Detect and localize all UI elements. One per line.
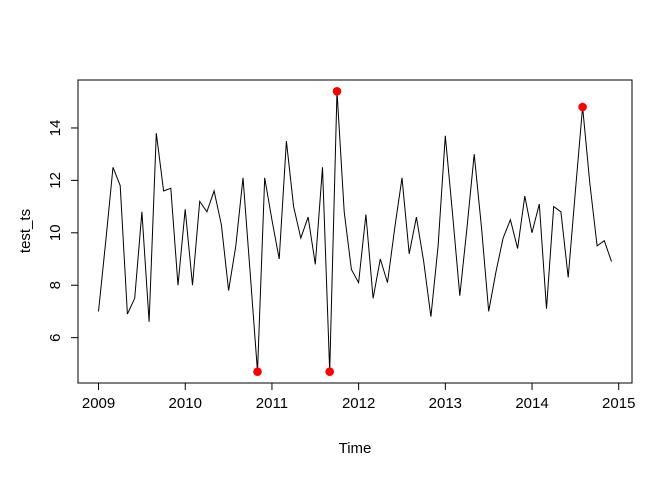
- y-tick-label: 14: [47, 120, 64, 137]
- x-tick-label: 2012: [342, 395, 375, 412]
- y-tick-label: 6: [47, 333, 64, 341]
- outlier-point: [253, 367, 262, 377]
- series-line: [98, 91, 612, 372]
- x-tick-label: 2009: [82, 395, 115, 412]
- y-tick-label: 10: [47, 224, 64, 241]
- x-tick-label: 2014: [515, 395, 548, 412]
- x-tick-label: 2011: [256, 395, 288, 412]
- outlier-point: [325, 367, 335, 377]
- plot-box: [77, 79, 633, 384]
- x-tick-label: 2015: [602, 395, 635, 412]
- outlier-point: [332, 87, 342, 96]
- y-tick-label: 12: [47, 172, 64, 189]
- x-tick-label: 2013: [429, 395, 462, 412]
- x-axis-label: Time: [339, 440, 372, 457]
- y-tick-label: 8: [47, 281, 64, 289]
- x-tick-label: 2010: [169, 395, 202, 412]
- y-axis-label: test_ts: [17, 209, 34, 253]
- outlier-point: [578, 102, 587, 112]
